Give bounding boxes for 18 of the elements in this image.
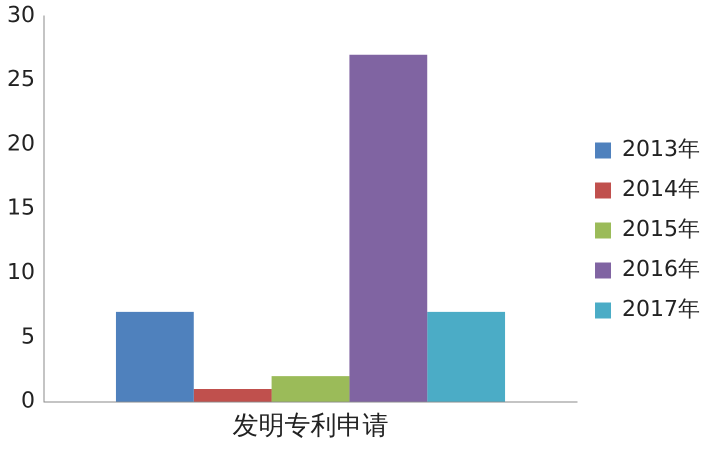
y-tick-label: 25	[6, 67, 35, 92]
y-tick-label: 10	[6, 260, 35, 285]
bar	[427, 312, 506, 402]
legend-label: 2016年	[622, 257, 700, 282]
y-tick-label: 15	[6, 196, 35, 221]
legend-label: 2017年	[622, 297, 700, 322]
y-tick-label: 0	[20, 388, 35, 414]
legend-label: 2013年	[622, 137, 700, 162]
legend-label: 2015年	[622, 217, 700, 242]
x-tick-label: 发明专利申请	[232, 411, 389, 442]
bar	[349, 54, 428, 402]
y-tick-label: 30	[6, 2, 35, 28]
bar	[272, 376, 350, 402]
y-tick-label: 5	[20, 324, 35, 350]
bar	[194, 388, 272, 402]
legend-label: 2014年	[622, 177, 700, 202]
y-tick-label: 20	[6, 131, 35, 156]
bar	[116, 312, 194, 402]
